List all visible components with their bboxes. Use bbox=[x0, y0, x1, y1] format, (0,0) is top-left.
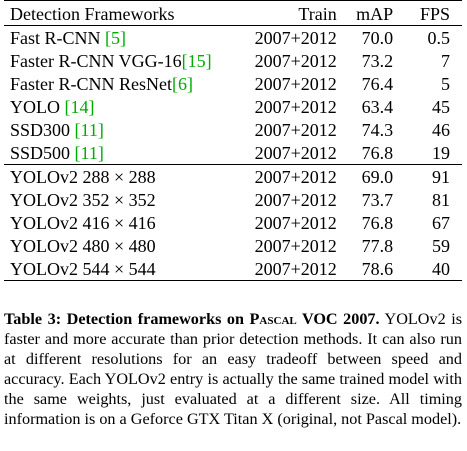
reference-link[interactable]: [6] bbox=[171, 73, 193, 94]
train-cell: 2007+2012 bbox=[254, 212, 337, 233]
framework-cell: YOLOv2 288 × 288 bbox=[4, 164, 234, 188]
caption-label-pascal: Pascal bbox=[249, 310, 297, 328]
framework-cell: SSD500 [11] bbox=[4, 141, 233, 165]
framework-cell: YOLOv2 352 × 352 bbox=[10, 189, 156, 210]
fps-cell: 45 bbox=[432, 96, 450, 117]
fps-cell: 40 bbox=[411, 257, 462, 281]
framework-name: Faster R-CNN ResNet bbox=[10, 73, 172, 94]
table-row: SSD300 [11] 2007+2012 74.3 46 bbox=[4, 118, 462, 141]
map-cell: 69.0 bbox=[342, 164, 412, 188]
map-cell: 77.8 bbox=[361, 235, 394, 256]
map-cell: 63.4 bbox=[361, 96, 394, 117]
train-cell: 2007+2012 bbox=[254, 73, 337, 94]
caption-label-suffix: VOC 2007. bbox=[296, 310, 380, 328]
train-cell: 2007+2012 bbox=[254, 189, 337, 210]
train-cell: 2007+2012 bbox=[254, 119, 337, 140]
train-cell: 2007+2012 bbox=[254, 235, 337, 256]
framework-cell: Faster R-CNN VGG-16[15] bbox=[4, 49, 233, 72]
table-row: Fast R-CNN [5] 2007+2012 70.0 0.5 bbox=[4, 26, 462, 50]
table-row: YOLOv2 544 × 544 2007+2012 78.6 40 bbox=[4, 257, 462, 281]
framework-cell: YOLOv2 416 × 416 bbox=[10, 212, 156, 233]
map-cell: 73.7 bbox=[361, 189, 394, 210]
reference-link[interactable]: [5] bbox=[105, 27, 127, 48]
framework-name: Faster R-CNN VGG-16 bbox=[10, 50, 182, 71]
fps-cell: 5 bbox=[441, 73, 450, 94]
reference-link[interactable]: [14] bbox=[64, 96, 95, 117]
train-cell: 2007+2012 bbox=[254, 27, 337, 48]
table-row: YOLOv2 288 × 288 2007+2012 69.0 91 bbox=[4, 164, 462, 188]
framework-cell: Faster R-CNN ResNet[6] bbox=[4, 72, 233, 95]
fps-cell: 0.5 bbox=[427, 27, 451, 48]
reference-link[interactable]: [11] bbox=[74, 119, 104, 140]
table-row: YOLOv2 480 × 480 2007+2012 77.8 59 bbox=[4, 234, 462, 257]
framework-cell: SSD300 [11] bbox=[4, 118, 233, 141]
header-map: mAP bbox=[342, 0, 412, 26]
train-cell: 2007+2012 bbox=[233, 164, 343, 188]
reference-link[interactable]: [15] bbox=[181, 50, 212, 71]
map-cell: 70.0 bbox=[361, 27, 394, 48]
framework-name: Fast R-CNN bbox=[10, 27, 106, 48]
fps-cell: 46 bbox=[432, 119, 450, 140]
caption-body: YOLOv2 is faster and more accurate than … bbox=[4, 310, 462, 428]
table-header-row: Detection Frameworks Train mAP FPS bbox=[4, 0, 462, 26]
table-row: YOLOv2 352 × 352 2007+2012 73.7 81 bbox=[4, 188, 462, 211]
header-train: Train bbox=[233, 0, 343, 26]
map-cell: 76.8 bbox=[361, 212, 394, 233]
map-cell: 73.2 bbox=[361, 50, 394, 71]
table-row: YOLO [14] 2007+2012 63.4 45 bbox=[4, 95, 462, 118]
train-cell: 2007+2012 bbox=[254, 50, 337, 71]
table-row: Faster R-CNN ResNet[6] 2007+2012 76.4 5 bbox=[4, 72, 462, 95]
table-caption: Table 3: Detection frameworks on Pascal … bbox=[4, 309, 462, 429]
table-row: Faster R-CNN VGG-16[15] 2007+2012 73.2 7 bbox=[4, 49, 462, 72]
map-cell: 74.3 bbox=[361, 119, 394, 140]
framework-cell: Fast R-CNN [5] bbox=[4, 26, 233, 50]
fps-cell: 7 bbox=[441, 50, 450, 71]
framework-name: SSD500 bbox=[10, 142, 75, 163]
framework-cell: YOLOv2 544 × 544 bbox=[4, 257, 234, 281]
fps-cell: 19 bbox=[432, 142, 450, 163]
caption-label: Table 3: Detection frameworks on Pascal … bbox=[4, 310, 380, 328]
map-cell: 76.4 bbox=[361, 73, 394, 94]
map-cell: 76.8 bbox=[361, 142, 394, 163]
train-cell: 2007+2012 bbox=[254, 142, 337, 163]
table-row: SSD500 [11] 2007+2012 76.8 19 bbox=[4, 141, 462, 165]
table-row: YOLOv2 416 × 416 2007+2012 76.8 67 bbox=[4, 211, 462, 234]
reference-link[interactable]: [11] bbox=[74, 142, 104, 163]
train-cell: 2007+2012 bbox=[254, 96, 337, 117]
fps-cell: 91 bbox=[411, 164, 462, 188]
header-detection-frameworks: Detection Frameworks bbox=[4, 0, 234, 26]
framework-cell: YOLOv2 480 × 480 bbox=[10, 235, 156, 256]
map-cell-best: 78.6 bbox=[342, 257, 412, 281]
framework-cell: YOLO [14] bbox=[4, 95, 233, 118]
framework-name: YOLO bbox=[10, 96, 65, 117]
caption-label-prefix: Table 3: Detection frameworks on bbox=[4, 310, 250, 328]
results-table: Detection Frameworks Train mAP FPS Fast … bbox=[4, 0, 462, 281]
header-fps: FPS bbox=[411, 0, 462, 26]
fps-cell: 59 bbox=[432, 235, 450, 256]
framework-name: SSD300 bbox=[10, 119, 75, 140]
fps-cell: 67 bbox=[432, 212, 450, 233]
fps-cell: 81 bbox=[432, 189, 450, 210]
train-cell: 2007+2012 bbox=[233, 257, 343, 281]
